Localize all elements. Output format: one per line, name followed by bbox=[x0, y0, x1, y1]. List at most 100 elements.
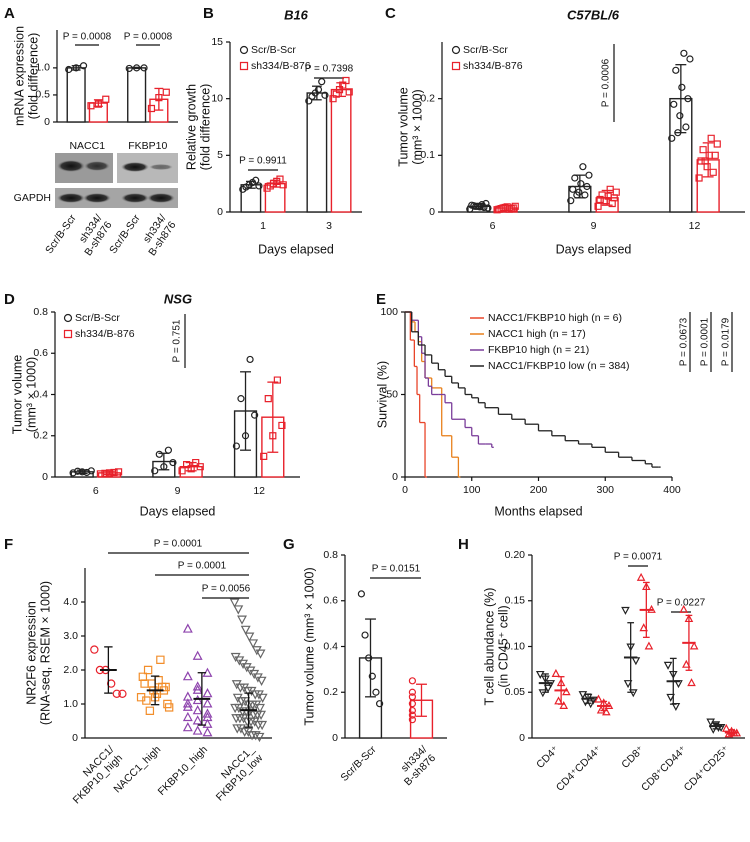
x-tick-label: 0 bbox=[402, 484, 408, 496]
y-tick-label: 0 bbox=[332, 732, 338, 744]
data-point bbox=[707, 134, 715, 142]
data-point bbox=[676, 112, 684, 120]
data-point bbox=[577, 180, 585, 188]
p-value: P = 0.0151 bbox=[372, 564, 421, 575]
data-point bbox=[273, 376, 281, 384]
legend-label: sh334/B-876 bbox=[463, 60, 523, 72]
y-tick-label: 0 bbox=[44, 116, 50, 128]
data-point bbox=[246, 355, 254, 364]
data-point bbox=[182, 623, 193, 633]
data-point bbox=[252, 176, 260, 184]
data-point bbox=[202, 727, 213, 737]
data-point bbox=[106, 679, 116, 688]
data-point bbox=[264, 395, 272, 403]
blot-band bbox=[83, 193, 111, 203]
data-point bbox=[538, 689, 548, 698]
data-point bbox=[118, 689, 127, 699]
data-point bbox=[680, 49, 688, 57]
panel-letter: H bbox=[458, 536, 469, 553]
legend-marker bbox=[451, 45, 461, 55]
data-point bbox=[372, 688, 380, 696]
x-tick-label-group: NACC1/FKBP10_high bbox=[71, 744, 125, 807]
data-point bbox=[562, 687, 571, 696]
data-point bbox=[621, 606, 630, 615]
x-tick-label: 1 bbox=[260, 220, 266, 232]
data-point bbox=[678, 83, 686, 91]
y-axis-label: Tumor volume (mm³ × 1000) bbox=[302, 567, 316, 725]
data-point bbox=[250, 731, 261, 741]
data-point bbox=[567, 197, 575, 205]
y-tick-label: 0 bbox=[42, 471, 48, 483]
data-point bbox=[408, 711, 416, 719]
data-point bbox=[140, 679, 149, 688]
data-point bbox=[248, 639, 259, 649]
data-point bbox=[155, 450, 163, 458]
data-point bbox=[192, 715, 203, 725]
y-tick-label: 0.1 bbox=[420, 149, 435, 161]
lane-label: Scr/B-Scr bbox=[43, 212, 79, 256]
data-point bbox=[679, 604, 689, 613]
data-point bbox=[169, 458, 177, 467]
y-axis-label: (mm³ × 1000) bbox=[24, 357, 38, 432]
y-tick-label: 0.5 bbox=[35, 89, 50, 101]
data-point bbox=[663, 661, 673, 670]
data-point bbox=[543, 684, 553, 693]
data-point bbox=[499, 204, 507, 212]
data-point bbox=[332, 90, 340, 98]
legend-label: Scr/B-Scr bbox=[251, 44, 296, 56]
p-value: P = 0.0673 bbox=[679, 317, 690, 366]
data-point bbox=[682, 123, 690, 131]
y-axis-label: (RNA-seq, RSEM × 1000) bbox=[38, 581, 52, 725]
data-point bbox=[695, 174, 703, 182]
data-point bbox=[233, 605, 244, 615]
data-point bbox=[318, 78, 326, 86]
panel-letter: E bbox=[376, 291, 386, 308]
data-point bbox=[143, 665, 153, 675]
data-point bbox=[155, 94, 163, 102]
lane-label-group: sh334/B-sh876 bbox=[141, 212, 179, 258]
p-value: P = 0.0001 bbox=[700, 317, 711, 366]
x-tick-label: 200 bbox=[530, 484, 548, 496]
data-point bbox=[339, 81, 347, 89]
data-point bbox=[602, 707, 611, 716]
data-point bbox=[361, 631, 369, 639]
data-point bbox=[147, 104, 156, 113]
legend-label: Scr/B-Scr bbox=[75, 312, 120, 324]
legend-label: sh334/B-876 bbox=[75, 328, 135, 340]
p-value: P = 0.7398 bbox=[305, 64, 354, 75]
data-point bbox=[596, 705, 606, 714]
x-tick-label-group: FKBP10 bbox=[128, 140, 167, 152]
x-tick-label-group: CD8⁺ bbox=[619, 744, 646, 771]
x-axis-label: Days elapsed bbox=[140, 504, 216, 518]
data-point bbox=[255, 182, 263, 190]
data-point bbox=[150, 692, 160, 702]
x-tick-label-group: 12 bbox=[689, 220, 701, 232]
p-value: P = 0.0227 bbox=[657, 598, 706, 609]
data-point bbox=[628, 689, 638, 698]
data-point bbox=[269, 432, 277, 440]
x-tick-label: 6 bbox=[93, 485, 99, 497]
x-tick-label: NACC1_high bbox=[111, 743, 163, 795]
data-point bbox=[345, 88, 353, 96]
data-point bbox=[147, 679, 156, 688]
legend-label: NACC1 high (n = 17) bbox=[488, 328, 586, 340]
p-value: P = 0.0001 bbox=[178, 561, 227, 572]
data-point bbox=[244, 632, 255, 642]
x-tick-label: NACC1 bbox=[69, 140, 105, 152]
legend-marker bbox=[63, 329, 73, 339]
data-point bbox=[87, 467, 95, 475]
data-point bbox=[571, 174, 579, 182]
y-axis-label: Tumor volume bbox=[396, 87, 410, 166]
p-value: P = 0.9911 bbox=[239, 156, 287, 167]
data-point bbox=[408, 677, 416, 685]
lane-label-group: Scr/B-Scr bbox=[43, 212, 79, 256]
data-point bbox=[623, 680, 633, 689]
data-point bbox=[161, 682, 170, 692]
data-point bbox=[569, 185, 577, 193]
y-axis-label: T cell abundance (%) bbox=[482, 588, 496, 706]
data-point bbox=[684, 95, 692, 103]
y-axis-label: Survival (%) bbox=[375, 361, 389, 428]
data-point bbox=[639, 623, 649, 632]
data-point bbox=[689, 641, 699, 650]
y-axis-label: NR2F6 expression bbox=[24, 601, 38, 705]
